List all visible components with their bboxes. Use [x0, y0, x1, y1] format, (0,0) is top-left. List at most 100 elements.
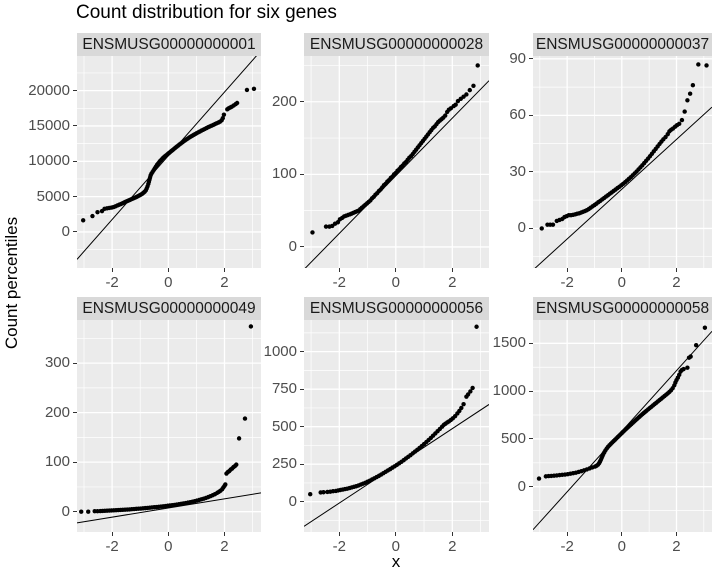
y-tick-mark [529, 114, 533, 116]
qq-reference-line [77, 492, 261, 524]
x-tick-mark [675, 268, 677, 272]
data-point [475, 63, 480, 68]
data-point [470, 385, 475, 391]
data-point [80, 218, 86, 223]
x-tick-mark [223, 268, 225, 272]
data-point [251, 86, 257, 92]
y-tick-label: 100 [44, 453, 70, 471]
data-point [221, 112, 227, 117]
x-tick-label: 2 [220, 538, 229, 555]
data-point [685, 365, 690, 370]
data-point [468, 389, 473, 394]
x-tick-mark [675, 532, 677, 536]
data-point [696, 62, 701, 67]
y-tick-label: 30 [509, 162, 526, 180]
qq-plot-panel [304, 320, 489, 532]
facet-strip-label: ENSMUSG00000000056 [309, 300, 484, 317]
qq-plot-panel [533, 320, 712, 532]
y-tick-mark [300, 173, 304, 175]
data-point [321, 490, 326, 495]
facet-strip-label: ENSMUSG00000000037 [535, 36, 710, 53]
x-tick-mark [566, 532, 568, 536]
facet-strip: ENSMUSG00000000001 [77, 33, 261, 56]
y-tick-label: 5000 [36, 187, 70, 205]
y-tick-label: 500 [500, 429, 526, 447]
x-tick-label: -2 [332, 538, 346, 555]
data-point [677, 372, 682, 378]
x-tick-mark [451, 268, 453, 272]
data-point [443, 113, 448, 118]
y-tick-label: 100 [271, 165, 297, 183]
y-tick-mark [529, 438, 533, 440]
y-tick-mark [73, 362, 77, 364]
data-point [467, 87, 472, 93]
y-tick-label: 10000 [28, 152, 70, 170]
data-point [702, 325, 708, 330]
data-point [550, 222, 556, 227]
x-tick-label: 2 [672, 538, 681, 555]
data-point [453, 102, 458, 107]
y-tick-label: 0 [61, 222, 70, 240]
y-tick-mark [73, 461, 77, 463]
y-tick-label: 1000 [263, 342, 297, 360]
x-tick-label: 2 [672, 274, 681, 291]
y-tick-label: 0 [288, 237, 297, 255]
x-tick-mark [395, 268, 397, 272]
x-tick-mark [223, 532, 225, 536]
x-tick-label: 0 [391, 274, 400, 291]
data-point [693, 343, 699, 348]
x-tick-label: 0 [617, 538, 626, 555]
x-tick-mark [395, 532, 397, 536]
y-tick-mark [529, 342, 533, 344]
facet-ensmusg00000000049: ENSMUSG00000000049 [77, 297, 261, 532]
x-tick-label: -2 [560, 274, 574, 291]
y-tick-mark [73, 412, 77, 414]
facet-ensmusg00000000001: ENSMUSG00000000001 [77, 33, 261, 268]
facet-ensmusg00000000037: ENSMUSG00000000037 [533, 33, 712, 268]
x-tick-label: 2 [448, 274, 457, 291]
y-tick-mark [529, 486, 533, 488]
data-point [704, 63, 709, 68]
x-tick-label: -2 [332, 274, 346, 291]
data-point [220, 115, 225, 121]
x-tick-label: -2 [560, 538, 574, 555]
y-tick-label: 90 [509, 49, 526, 67]
data-point [310, 230, 315, 235]
facet-strip: ENSMUSG00000000037 [533, 33, 712, 56]
data-point [242, 416, 248, 421]
y-tick-label: 200 [44, 403, 70, 421]
panel-background [533, 56, 712, 268]
qq-plot-panel [304, 56, 489, 268]
data-point [459, 405, 464, 411]
x-tick-label: 2 [448, 538, 457, 555]
data-point [681, 366, 686, 372]
x-tick-mark [167, 532, 169, 536]
data-point [461, 401, 466, 407]
y-tick-mark [300, 101, 304, 103]
y-tick-mark [73, 160, 77, 162]
data-point [95, 209, 100, 215]
y-tick-label: 60 [509, 106, 526, 124]
y-tick-mark [300, 246, 304, 248]
y-tick-label: 1500 [492, 334, 526, 352]
data-point [223, 482, 228, 487]
qq-plot-panel [77, 56, 261, 268]
data-point [539, 226, 544, 231]
y-tick-mark [529, 58, 533, 60]
x-tick-mark [338, 532, 340, 536]
y-tick-mark [73, 125, 77, 127]
plot-title: Count distribution for six genes [76, 2, 337, 23]
y-tick-mark [73, 196, 77, 198]
facet-strip-label: ENSMUSG00000000028 [309, 36, 484, 53]
facet-strip-label: ENSMUSG00000000001 [82, 36, 256, 53]
data-point [244, 87, 250, 93]
qq-reference-line [534, 106, 712, 268]
x-tick-mark [621, 532, 623, 536]
data-point [464, 92, 469, 97]
panel-background [77, 320, 261, 532]
x-tick-mark [167, 268, 169, 272]
x-tick-mark [566, 268, 568, 272]
panel-background [304, 320, 489, 532]
x-tick-mark [621, 268, 623, 272]
